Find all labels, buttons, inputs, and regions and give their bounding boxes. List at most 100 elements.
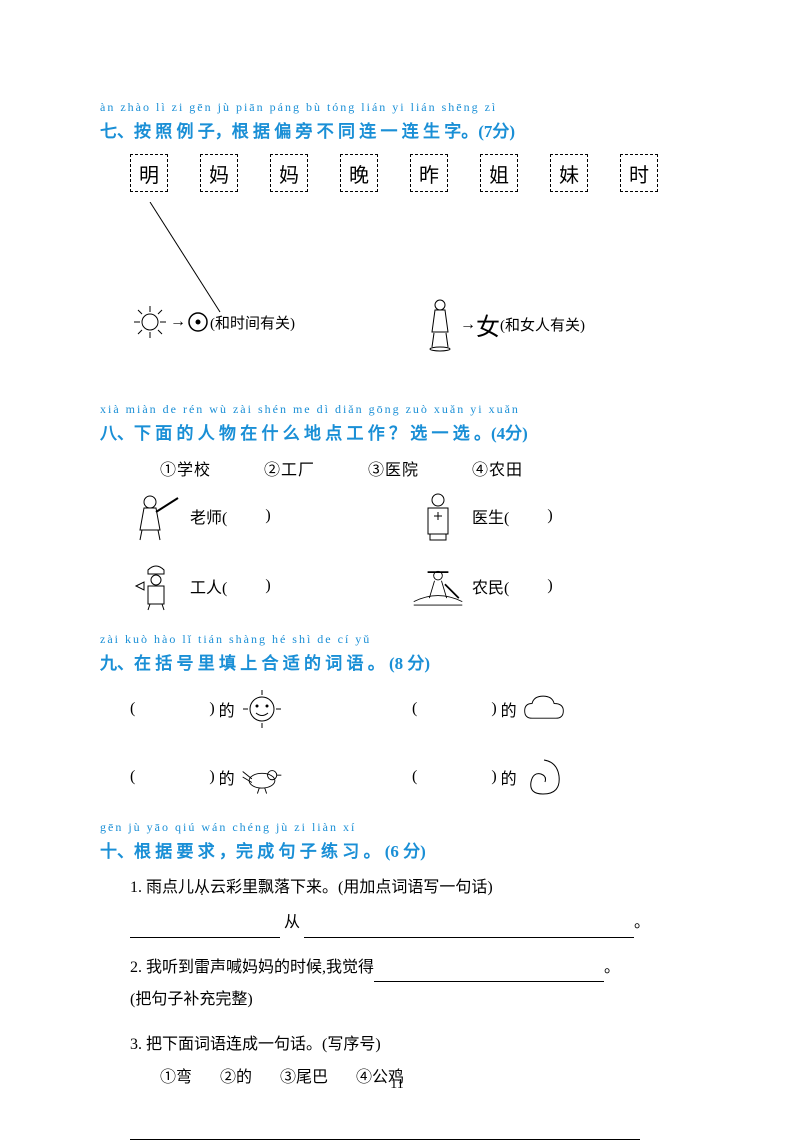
option-2: ②工厂 [264, 462, 315, 479]
q10-line-1: 1. 雨点儿从云彩里飘落下来。(用加点词语写一句话) 从 。 [130, 874, 694, 938]
q7-woman-group: → 女 (和女人有关) [420, 297, 585, 352]
q7-right-note: (和女人有关) [500, 314, 585, 335]
q9-item-bird: ( ) 的 [130, 754, 412, 800]
close-paren: ) [547, 577, 552, 595]
q10-3-text: 3. 把下面词语连成一句话。(写序号) [130, 1036, 381, 1053]
de: 的 [219, 697, 235, 721]
q8-label: 老师( [190, 504, 227, 528]
blank-line[interactable] [374, 964, 604, 982]
lp: ( [130, 700, 135, 718]
q10-from-dotted: 从 [194, 879, 210, 896]
option-3: ③医院 [368, 462, 419, 479]
question-7: àn zhào lì zi gēn jù piān páng bù tóng l… [100, 100, 694, 382]
bird-icon [239, 754, 285, 800]
blank[interactable] [139, 700, 205, 718]
rp: ) [491, 768, 496, 786]
q9-item-shell: ( ) 的 [412, 754, 694, 800]
question-8: xià miàn de rén wù zài shén me dì diǎn g… [100, 402, 694, 612]
sun-target-icon [186, 310, 210, 334]
doctor-icon [412, 490, 464, 542]
shell-icon [521, 754, 567, 800]
arrow-icon: → [170, 313, 186, 331]
worker-icon [130, 560, 182, 612]
q10-title: 十、根 据 要 求 ，完 成 句 子 练 习 。 (6 分) [100, 837, 694, 862]
char-box-6: 妹 [550, 154, 588, 192]
close-paren: ) [265, 507, 270, 525]
teacher-icon [130, 490, 182, 542]
char-box-4: 昨 [410, 154, 448, 192]
char-box-0: 明 [130, 154, 168, 192]
q10-1-pre: 1. 雨点儿 [130, 879, 194, 896]
de: 的 [501, 765, 517, 789]
option-4: ④农田 [472, 462, 523, 479]
q8-item-worker: 工人( ) [130, 560, 412, 612]
blank[interactable] [421, 700, 487, 718]
q9-item-cloud: ( ) 的 [412, 686, 694, 732]
q9-title: 九、在 括 号 里 填 上 合 适 的 词 语 。 (8 分) [100, 649, 694, 674]
q10-body: 1. 雨点儿从云彩里飘落下来。(用加点词语写一句话) 从 。 2. 我听到雷声喊… [130, 874, 694, 1140]
blank[interactable] [421, 768, 487, 786]
q7-diagram: → (和时间有关) → 女 (和女人有关) [100, 202, 694, 382]
q10-mid-from: 从 [284, 914, 300, 931]
cloud-icon [521, 686, 567, 732]
rp: ) [209, 768, 214, 786]
woman-icon [420, 297, 460, 352]
q7-title: 七、按 照 例 子，根 据 偏 旁 不 同 连 一 连 生 字。(7分) [100, 117, 694, 142]
q8-grid: 老师( ) 医生( ) 工人( ) [130, 490, 694, 612]
q10-2-text: 2. 我听到雷声喊妈妈的时候,我觉得 [130, 959, 374, 976]
de: 的 [219, 765, 235, 789]
q10-2-note: (把句子补充完整) [130, 986, 694, 1015]
blank-line[interactable] [304, 920, 634, 938]
q8-label: 农民( [472, 574, 509, 598]
page-number: 11 [0, 1077, 794, 1093]
q9-pinyin: zài kuò hào lǐ tián shàng hé shì de cí y… [100, 632, 694, 647]
blank[interactable] [235, 507, 257, 525]
de: 的 [501, 697, 517, 721]
nv-radical-icon: 女 [476, 307, 500, 342]
sun-icon [130, 302, 170, 342]
blank-line[interactable] [130, 1122, 640, 1140]
q8-label: 工人( [190, 574, 227, 598]
arrow-icon: → [460, 316, 476, 334]
q10-1-post: 云彩里飘落下来。(用加点词语写一句话) [210, 879, 493, 896]
blank[interactable] [235, 577, 257, 595]
blank-line[interactable] [130, 920, 280, 938]
char-box-7: 时 [620, 154, 658, 192]
blank[interactable] [517, 507, 539, 525]
close-paren: ) [265, 577, 270, 595]
q8-item-doctor: 医生( ) [412, 490, 694, 542]
char-box-3: 晚 [340, 154, 378, 192]
q8-item-farmer: 农民( ) [412, 560, 694, 612]
q10-pinyin: gēn jù yāo qiú wán chéng jù zi liàn xí [100, 820, 694, 835]
q8-pinyin: xià miàn de rén wù zài shén me dì diǎn g… [100, 402, 694, 417]
q8-options: ①学校 ②工厂 ③医院 ④农田 [160, 456, 694, 480]
rp: ) [209, 700, 214, 718]
farmer-icon [412, 560, 464, 612]
q8-label: 医生( [472, 504, 509, 528]
smiley-sun-icon [239, 686, 285, 732]
q8-item-teacher: 老师( ) [130, 490, 412, 542]
lp: ( [412, 768, 417, 786]
period: 。 [604, 959, 620, 976]
char-box-5: 姐 [480, 154, 518, 192]
q9-item-sun: ( ) 的 [130, 686, 412, 732]
q7-connector-line [100, 202, 700, 382]
lp: ( [412, 700, 417, 718]
period: 。 [634, 914, 650, 931]
q8-title: 八、下 面 的 人 物 在 什 么 地 点 工 作 ？ 选 一 选 。(4分) [100, 419, 694, 444]
option-1: ①学校 [160, 462, 211, 479]
question-9: zài kuò hào lǐ tián shàng hé shì de cí y… [100, 632, 694, 800]
q7-pinyin: àn zhào lì zi gēn jù piān páng bù tóng l… [100, 100, 694, 115]
q10-line-2: 2. 我听到雷声喊妈妈的时候,我觉得 。 (把句子补充完整) [130, 954, 694, 1016]
char-box-2: 妈 [270, 154, 308, 192]
q7-char-row: 明 妈 妈 晚 昨 姐 妹 时 [130, 154, 694, 192]
char-box-1: 妈 [200, 154, 238, 192]
lp: ( [130, 768, 135, 786]
q9-grid: ( ) 的 ( ) 的 ( ) 的 [130, 686, 694, 800]
q7-left-note: (和时间有关) [210, 312, 295, 333]
rp: ) [491, 700, 496, 718]
blank[interactable] [139, 768, 205, 786]
close-paren: ) [547, 507, 552, 525]
blank[interactable] [517, 577, 539, 595]
q7-sun-group: → (和时间有关) [130, 302, 295, 342]
